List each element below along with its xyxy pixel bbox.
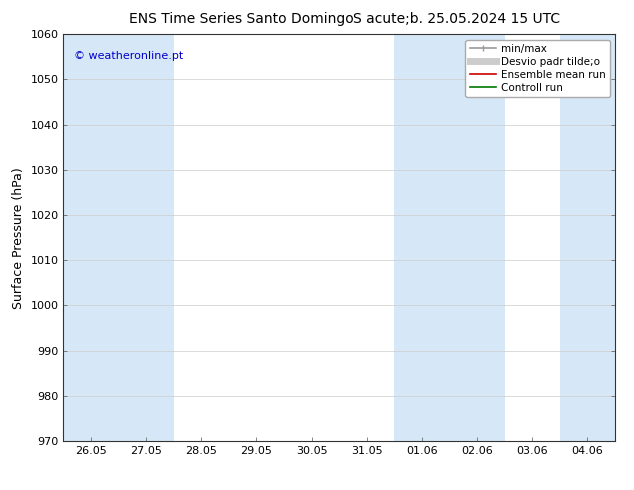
Bar bbox=[560, 34, 615, 441]
Bar bbox=[394, 34, 450, 441]
Bar bbox=[119, 34, 174, 441]
Bar bbox=[63, 34, 119, 441]
Bar bbox=[450, 34, 505, 441]
Text: S acute;b. 25.05.2024 15 UTC: S acute;b. 25.05.2024 15 UTC bbox=[353, 12, 560, 26]
Legend: min/max, Desvio padr tilde;o, Ensemble mean run, Controll run: min/max, Desvio padr tilde;o, Ensemble m… bbox=[465, 40, 610, 97]
Text: ENS Time Series Santo Domingo: ENS Time Series Santo Domingo bbox=[129, 12, 353, 26]
Y-axis label: Surface Pressure (hPa): Surface Pressure (hPa) bbox=[12, 167, 25, 309]
Text: © weatheronline.pt: © weatheronline.pt bbox=[74, 50, 184, 61]
